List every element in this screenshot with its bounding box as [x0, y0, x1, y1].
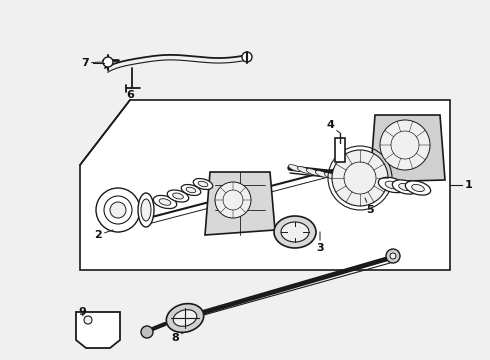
Circle shape	[110, 202, 126, 218]
Ellipse shape	[412, 184, 424, 192]
Text: 5: 5	[365, 198, 374, 215]
Circle shape	[223, 190, 243, 210]
Polygon shape	[76, 312, 120, 348]
Polygon shape	[370, 115, 445, 182]
Ellipse shape	[167, 190, 189, 202]
Circle shape	[391, 131, 419, 159]
Circle shape	[242, 52, 252, 62]
Circle shape	[96, 188, 140, 232]
Circle shape	[380, 120, 430, 170]
Ellipse shape	[186, 187, 196, 193]
Ellipse shape	[289, 165, 302, 171]
Ellipse shape	[159, 199, 171, 205]
Text: 2: 2	[94, 230, 113, 240]
Text: 3: 3	[316, 232, 324, 253]
Ellipse shape	[153, 195, 177, 208]
Bar	[335, 138, 345, 162]
Ellipse shape	[172, 193, 183, 199]
Text: 4: 4	[326, 120, 340, 133]
Ellipse shape	[385, 181, 399, 189]
Ellipse shape	[166, 303, 204, 332]
Text: 6: 6	[126, 84, 134, 100]
Text: 9: 9	[78, 307, 86, 317]
Ellipse shape	[378, 177, 406, 193]
Ellipse shape	[193, 179, 213, 189]
Ellipse shape	[173, 310, 197, 326]
Ellipse shape	[281, 222, 309, 242]
Ellipse shape	[181, 185, 201, 195]
Circle shape	[344, 162, 376, 194]
Text: 8: 8	[171, 333, 183, 343]
Circle shape	[141, 326, 153, 338]
Ellipse shape	[405, 181, 431, 195]
Ellipse shape	[316, 171, 329, 177]
Circle shape	[390, 253, 396, 259]
Circle shape	[386, 249, 400, 263]
Ellipse shape	[392, 180, 417, 194]
Text: 1: 1	[465, 180, 473, 190]
Circle shape	[215, 182, 251, 218]
Ellipse shape	[141, 199, 151, 221]
Circle shape	[103, 57, 113, 67]
Polygon shape	[205, 172, 275, 235]
Circle shape	[332, 150, 388, 206]
Circle shape	[104, 196, 132, 224]
Text: 7: 7	[81, 58, 103, 68]
Ellipse shape	[138, 193, 154, 227]
Ellipse shape	[297, 167, 311, 174]
Polygon shape	[80, 100, 450, 270]
Ellipse shape	[198, 181, 208, 187]
Ellipse shape	[333, 175, 346, 181]
Ellipse shape	[324, 173, 338, 179]
Ellipse shape	[306, 168, 319, 175]
Ellipse shape	[399, 184, 411, 190]
Ellipse shape	[274, 216, 316, 248]
Circle shape	[84, 316, 92, 324]
Polygon shape	[80, 100, 450, 270]
